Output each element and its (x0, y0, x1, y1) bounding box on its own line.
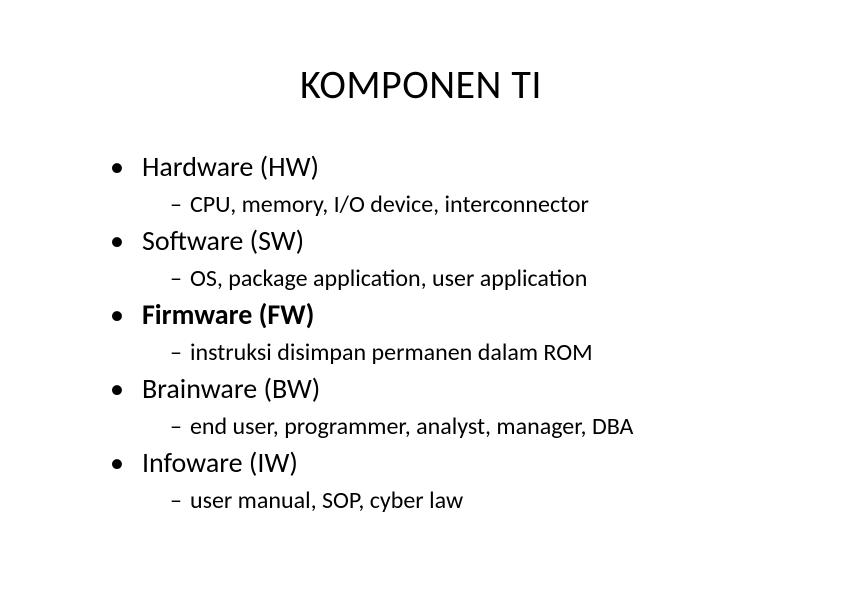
item-title: Firmware (FW) (142, 297, 314, 332)
item-subtext: user manual, SOP, cyber law (190, 486, 463, 515)
item-title: Hardware (HW) (142, 149, 319, 184)
dash-icon: – (170, 264, 182, 293)
bullet-icon: • (110, 227, 124, 255)
list-item: • Firmware (FW) – instruksi disimpan per… (90, 297, 752, 367)
list-item: • Hardware (HW) – CPU, memory, I/O devic… (90, 149, 752, 219)
list-item: • Brainware (BW) – end user, programmer,… (90, 371, 752, 441)
bullet-icon: • (110, 449, 124, 477)
list-item: • Software (SW) – OS, package applicatio… (90, 223, 752, 293)
item-title: Brainware (BW) (142, 371, 320, 406)
item-subtext: CPU, memory, I/O device, interconnector (190, 190, 589, 219)
item-subtext: end user, programmer, analyst, manager, … (190, 412, 633, 441)
dash-icon: – (170, 412, 182, 441)
dash-icon: – (170, 486, 182, 515)
item-title: Infoware (IW) (142, 445, 298, 480)
slide-title: KOMPONEN TI (90, 60, 752, 109)
item-subtext: instruksi disimpan permanen dalam ROM (190, 338, 593, 367)
list-item: • Infoware (IW) – user manual, SOP, cybe… (90, 445, 752, 515)
bullet-icon: • (110, 153, 124, 181)
item-title: Software (SW) (142, 223, 304, 258)
dash-icon: – (170, 338, 182, 367)
dash-icon: – (170, 190, 182, 219)
item-subtext: OS, package application, user applicatio… (190, 264, 587, 293)
bullet-icon: • (110, 375, 124, 403)
bullet-icon: • (110, 301, 124, 329)
